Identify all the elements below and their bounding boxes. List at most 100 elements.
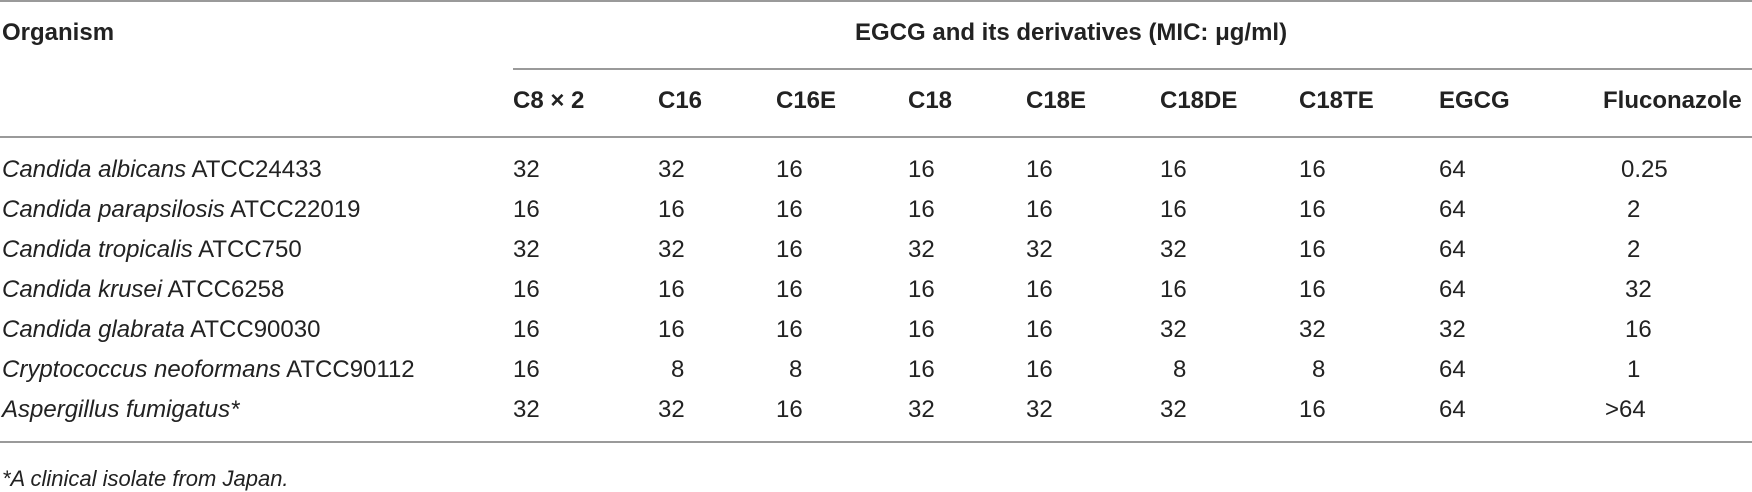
table-footnote: *A clinical isolate from Japan. [2, 466, 289, 491]
mic-value-cell: 16 [1299, 196, 1326, 223]
mic-value-cell: 16 [776, 236, 803, 263]
table-row: Cryptococcus neoformans ATCC90112 16 8 8 16 1… [0, 355, 1752, 395]
mic-value-cell: 32 [1625, 276, 1652, 303]
mic-value-cell: 16 [908, 316, 935, 343]
column-header: C18E [1026, 87, 1087, 114]
mic-value-cell: 16 [776, 196, 803, 223]
mic-value-cell: 64 [1439, 356, 1466, 383]
mic-value-cell: 16 [908, 356, 935, 383]
mic-value-cell: 32 [658, 236, 685, 263]
table-row: Candida krusei ATCC6258 16 16 16 16 16 16 16 64 3… [0, 275, 1752, 315]
mic-value-cell: 16 [1026, 356, 1053, 383]
mic-value-cell: 32 [513, 396, 540, 423]
table-row: Candida tropicalis ATCC750 32 32 16 32 32 32 16… [0, 235, 1752, 275]
table-bottom-rule [0, 441, 1752, 443]
mic-value-cell: 1 [1627, 356, 1641, 383]
mic-value-cell: 32 [908, 396, 935, 423]
column-header: C18DE [1160, 87, 1238, 114]
mic-value-cell: >64 [1605, 396, 1646, 423]
organism-cell: Aspergillus fumigatus* [2, 395, 239, 425]
mic-value-cell: 2 [1627, 196, 1641, 223]
mic-value-cell: 32 [1299, 316, 1326, 343]
organism-cell: Cryptococcus neoformans ATCC90112 [2, 355, 415, 385]
mic-value-cell: 16 [513, 316, 540, 343]
mic-value-cell: 16 [1625, 316, 1652, 343]
table-row: Candida albicans ATCC24433 32 32 16 16 16 16 16… [0, 155, 1752, 195]
mic-value-cell: 8 [1173, 356, 1187, 383]
mic-value-cell: 16 [1026, 276, 1053, 303]
mic-value-cell: 16 [1160, 276, 1187, 303]
mic-value-cell: 16 [1299, 236, 1326, 263]
group-header-rule [513, 68, 1752, 70]
column-header: C8 × 2 [513, 87, 585, 114]
organism-cell: Candida albicans ATCC24433 [2, 155, 322, 185]
mic-value-cell: 32 [513, 236, 540, 263]
mic-value-cell: 16 [658, 316, 685, 343]
table-row: Candida parapsilosis ATCC22019 16 16 16 16 16… [0, 195, 1752, 235]
mic-value-cell: 64 [1439, 396, 1466, 423]
column-header: C18 [908, 87, 953, 114]
mic-value-cell: 16 [1299, 396, 1326, 423]
strain-id: ATCC22019 [224, 196, 361, 223]
mic-value-cell: 16 [513, 356, 540, 383]
column-header: EGCG [1439, 87, 1510, 114]
strain-id: ATCC90112 [280, 356, 415, 383]
strain-id: ATCC6258 [162, 276, 285, 303]
mic-value-cell: 16 [1160, 156, 1187, 183]
species-name: Candida tropicalis [2, 236, 193, 263]
species-name: Candida glabrata [2, 316, 185, 343]
organism-cell: Candida glabrata ATCC90030 [2, 315, 320, 345]
mic-value-cell: 16 [658, 276, 685, 303]
strain-id: ATCC90030 [184, 316, 321, 343]
mic-value-cell: 16 [776, 316, 803, 343]
table-row: Candida glabrata ATCC90030 16 16 16 16 16 32 32… [0, 315, 1752, 355]
mic-value-cell: 0.25 [1621, 156, 1668, 183]
mic-value-cell: 16 [1299, 156, 1326, 183]
mic-value-cell: 32 [1160, 236, 1187, 263]
derivatives-group-header: EGCG and its derivatives (MIC: μg/ml) [855, 19, 1288, 46]
mic-value-cell: 16 [776, 396, 803, 423]
mic-value-cell: 32 [1160, 316, 1187, 343]
species-name: Candida krusei [2, 276, 163, 303]
organism-cell: Candida parapsilosis ATCC22019 [2, 195, 360, 225]
mic-value-cell: 16 [1026, 196, 1053, 223]
mic-value-cell: 32 [1026, 396, 1053, 423]
organism-column-header: Organism [2, 19, 115, 46]
mic-value-cell: 32 [513, 156, 540, 183]
mic-value-cell: 16 [513, 196, 540, 223]
mic-value-cell: 16 [1160, 196, 1187, 223]
mic-value-cell: 16 [1026, 316, 1053, 343]
species-name: Candida albicans [2, 156, 187, 183]
mic-value-cell: 64 [1439, 196, 1466, 223]
species-name: Aspergillus fumigatus* [2, 396, 240, 423]
column-header: C18TE [1299, 87, 1374, 114]
table-body: Candida albicans ATCC24433 32 32 16 16 16 16 16… [0, 155, 1752, 435]
header-bottom-rule [0, 136, 1752, 138]
column-header: C16 [658, 87, 703, 114]
mic-value-cell: 16 [776, 276, 803, 303]
mic-value-cell: 2 [1627, 236, 1641, 263]
mic-value-cell: 16 [776, 156, 803, 183]
mic-value-cell: 16 [1299, 276, 1326, 303]
mic-value-cell: 8 [1312, 356, 1326, 383]
organism-cell: Candida tropicalis ATCC750 [2, 235, 302, 265]
mic-value-cell: 8 [671, 356, 685, 383]
mic-value-cell: 16 [908, 156, 935, 183]
table-top-rule [0, 0, 1752, 2]
species-name: Candida parapsilosis [2, 196, 225, 223]
strain-id: ATCC750 [192, 236, 302, 263]
mic-value-cell: 16 [1026, 156, 1053, 183]
mic-value-cell: 8 [789, 356, 803, 383]
mic-value-cell: 64 [1439, 156, 1466, 183]
mic-value-cell: 16 [513, 276, 540, 303]
column-header: Fluconazole [1603, 87, 1742, 114]
mic-value-cell: 16 [908, 276, 935, 303]
mic-value-cell: 32 [1160, 396, 1187, 423]
mic-value-cell: 32 [658, 156, 685, 183]
mic-value-cell: 16 [658, 196, 685, 223]
strain-id: ATCC24433 [186, 156, 322, 183]
table-row: Aspergillus fumigatus* 32 32 16 32 32 32 16 64 >6… [0, 395, 1752, 435]
mic-value-cell: 32 [908, 236, 935, 263]
mic-value-cell: 32 [1026, 236, 1053, 263]
mic-value-cell: 64 [1439, 276, 1466, 303]
